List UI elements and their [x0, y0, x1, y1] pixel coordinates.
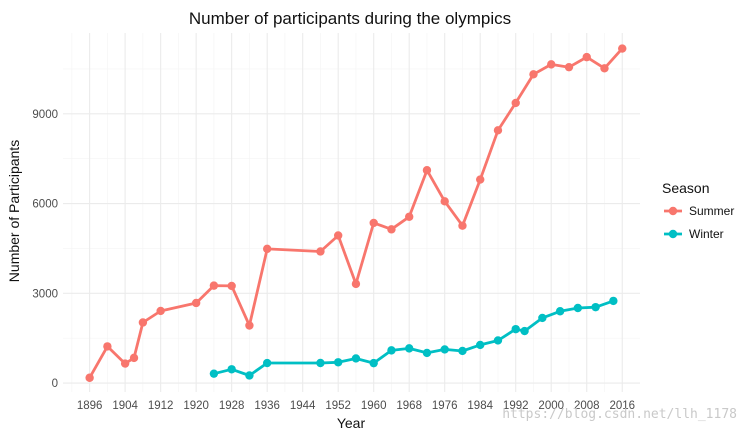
data-point-winter	[209, 369, 219, 378]
data-point-summer	[333, 231, 343, 240]
x-axis-ticks: 1896 1904 1912 1920 1928 1936 1944 1952 1960 1968…	[77, 400, 635, 412]
legend-key-point	[668, 229, 678, 239]
x-tick-label: 1936	[254, 400, 280, 412]
x-tick-label: 2000	[538, 400, 564, 412]
x-axis-title: Year	[337, 415, 366, 431]
legend-label: Winter	[689, 227, 724, 241]
x-tick-label: 2016	[609, 400, 635, 412]
data-point-summer	[156, 306, 165, 316]
grid	[63, 33, 640, 392]
x-tick-label: 1976	[432, 400, 458, 412]
y-tick-label: 9000	[32, 109, 58, 121]
x-tick-label: 1920	[183, 400, 209, 412]
data-point-summer	[511, 98, 520, 108]
data-point-winter	[333, 358, 343, 367]
data-point-winter	[520, 326, 529, 336]
data-point-summer	[129, 353, 139, 363]
data-point-winter	[458, 346, 467, 356]
x-tick-label: 1912	[148, 400, 174, 412]
data-point-winter	[511, 324, 520, 334]
data-point-summer	[458, 221, 467, 230]
data-point-summer	[351, 279, 361, 289]
x-tick-label: 1928	[219, 400, 245, 412]
x-tick-label: 1968	[396, 400, 422, 412]
data-point-winter	[245, 371, 254, 380]
data-point-winter	[493, 336, 503, 345]
y-tick-label: 0	[52, 378, 58, 390]
x-tick-label: 1992	[503, 400, 529, 412]
data-point-winter	[573, 303, 583, 313]
y-axis-ticks: 0 3000 6000 9000	[32, 109, 58, 390]
data-point-summer	[387, 225, 396, 234]
series-summer	[85, 44, 627, 382]
data-point-summer	[493, 126, 503, 135]
data-point-summer	[191, 298, 201, 308]
data-point-summer	[120, 359, 130, 368]
data-point-summer	[316, 247, 325, 256]
data-point-winter	[538, 313, 547, 323]
data-point-winter	[476, 340, 485, 350]
data-point-summer	[85, 373, 94, 382]
x-tick-label: 1952	[325, 400, 351, 412]
data-point-summer	[582, 52, 591, 62]
data-point-summer	[103, 342, 112, 351]
legend: Season Summer Winter	[662, 180, 734, 241]
x-tick-label: 2008	[574, 400, 600, 412]
x-tick-label: 1904	[112, 400, 138, 412]
x-tick-label: 1896	[77, 400, 103, 412]
data-point-winter	[591, 302, 600, 312]
data-point-summer	[245, 321, 254, 330]
x-tick-label: 1984	[467, 400, 493, 412]
x-tick-label: 1960	[361, 400, 387, 412]
data-point-winter	[405, 344, 414, 353]
data-point-summer	[476, 175, 485, 184]
data-point-summer	[227, 281, 236, 291]
y-tick-label: 6000	[32, 199, 58, 211]
data-point-summer	[262, 244, 272, 254]
data-point-winter	[609, 296, 618, 306]
data-point-winter	[387, 346, 396, 355]
data-point-summer	[529, 70, 538, 79]
data-point-summer	[369, 218, 378, 228]
data-point-summer	[564, 62, 574, 72]
chart-title: Number of participants during the olympi…	[189, 9, 511, 28]
data-point-winter	[440, 345, 449, 354]
data-point-summer	[547, 60, 556, 69]
data-point-winter	[351, 354, 361, 363]
data-point-summer	[422, 166, 432, 175]
data-point-summer	[600, 64, 609, 73]
y-axis-title: Number of Participants	[6, 140, 22, 282]
legend-item-winter: Winter	[664, 227, 724, 241]
series-line-winter	[213, 299, 614, 377]
data-point-summer	[138, 318, 148, 327]
data-point-winter	[316, 358, 325, 368]
data-point-summer	[209, 281, 219, 290]
data-point-winter	[422, 348, 432, 358]
series-winter	[209, 296, 618, 380]
legend-item-summer: Summer	[664, 204, 734, 218]
data-point-winter	[555, 307, 565, 316]
data-point-summer	[618, 44, 627, 53]
data-point-winter	[369, 358, 378, 368]
data-point-summer	[405, 212, 414, 221]
legend-title: Season	[662, 180, 709, 196]
watermark-text: https://blog.csdn.net/llh_1178	[502, 407, 737, 422]
legend-key-point	[668, 206, 678, 216]
legend-label: Summer	[689, 204, 734, 218]
y-tick-label: 3000	[32, 288, 58, 300]
x-tick-label: 1944	[290, 400, 316, 412]
series-layer	[85, 44, 627, 382]
data-point-summer	[440, 197, 449, 206]
data-point-winter	[227, 365, 236, 374]
data-point-winter	[262, 358, 272, 368]
